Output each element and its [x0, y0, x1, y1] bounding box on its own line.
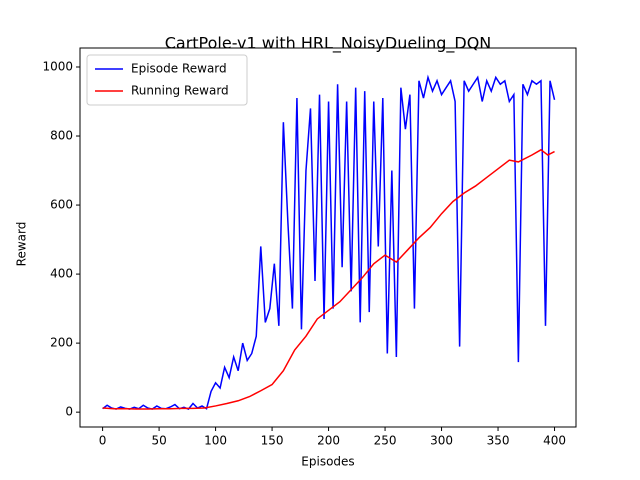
x-tick-label: 300: [430, 434, 453, 448]
chart-title: CartPole-v1 with HRL_NoisyDueling_DQN: [165, 34, 492, 54]
legend-label: Episode Reward: [131, 62, 227, 76]
y-tick-label: 1000: [42, 59, 73, 73]
x-tick-label: 150: [261, 434, 284, 448]
y-tick-label: 400: [50, 267, 73, 281]
x-tick-label: 0: [99, 434, 107, 448]
x-tick-label: 400: [543, 434, 566, 448]
y-tick-label: 600: [50, 198, 73, 212]
legend-label: Running Reward: [131, 84, 229, 98]
y-tick-label: 800: [50, 129, 73, 143]
y-tick-label: 200: [50, 336, 73, 350]
x-tick-label: 350: [487, 434, 510, 448]
x-tick-label: 100: [204, 434, 227, 448]
x-tick-label: 250: [374, 434, 397, 448]
plot-frame: [79, 47, 577, 428]
y-axis-label: Reward: [15, 222, 29, 267]
x-tick-label: 200: [317, 434, 340, 448]
line-series: [102, 148, 555, 410]
y-tick-label: 0: [65, 405, 73, 419]
x-axis-label: Episodes: [301, 455, 354, 469]
legend-box: [86, 54, 248, 106]
x-tick-label: 50: [151, 434, 166, 448]
line-series: [102, 74, 556, 410]
